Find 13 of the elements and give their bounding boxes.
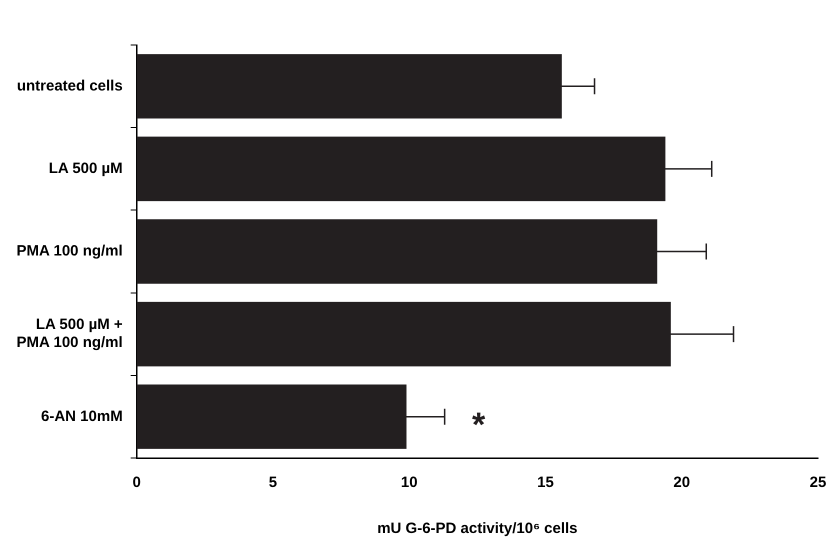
x-tick-label: 5: [268, 474, 278, 492]
y-tick-label: PMA 100 ng/ml: [16, 242, 123, 260]
y-tick-label: LA 500 µM + PMA 100 ng/ml: [16, 316, 123, 352]
x-tick-label: 10: [400, 474, 418, 492]
y-tick-label: untreated cells: [16, 77, 123, 94]
x-tick-label: 0: [132, 474, 141, 492]
x-tick-label: 20: [673, 474, 690, 492]
y-tick-label: 6-AN 10mM: [41, 408, 123, 425]
x-axis-title: mU G-6-PD activity/10⁶ cells: [377, 520, 578, 538]
x-tick-label: 25: [810, 474, 826, 492]
x-tick-label: 15: [537, 474, 554, 492]
annotation: *: [472, 406, 486, 444]
y-tick-label: LA 500 µM: [48, 160, 123, 178]
